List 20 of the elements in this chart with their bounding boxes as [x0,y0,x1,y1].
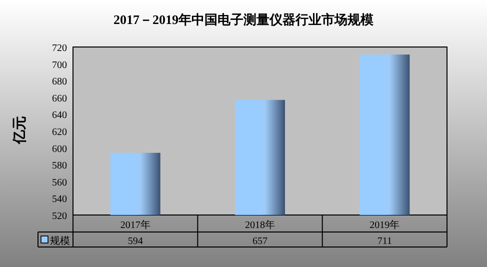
data-label: 711 [377,236,392,247]
y-tick-label: 700 [52,60,67,71]
y-tick-label: 620 [52,127,67,138]
data-label: 657 [252,236,268,247]
legend-label: 规模 [50,235,70,247]
y-tick-label: 520 [52,211,67,222]
y-tick-label: 560 [52,177,67,188]
y-tick-label: 640 [52,110,67,122]
y-tick-label: 540 [52,194,67,206]
y-tick-label: 720 [52,43,67,54]
y-tick-label: 600 [52,144,67,155]
y-tick-label: 660 [52,93,67,104]
y-tick-label: 580 [52,160,67,172]
y-axis-title: 亿元 [12,116,28,145]
chart-title: 2017－2019年中国电子测量仪器行业市场规模 [114,12,374,27]
x-tick-label: 2017年 [120,219,150,231]
x-tick-label: 2019年 [370,219,400,231]
x-tick-label: 2018年 [245,219,275,231]
y-tick-label: 680 [52,76,67,88]
data-label: 594 [128,236,143,247]
